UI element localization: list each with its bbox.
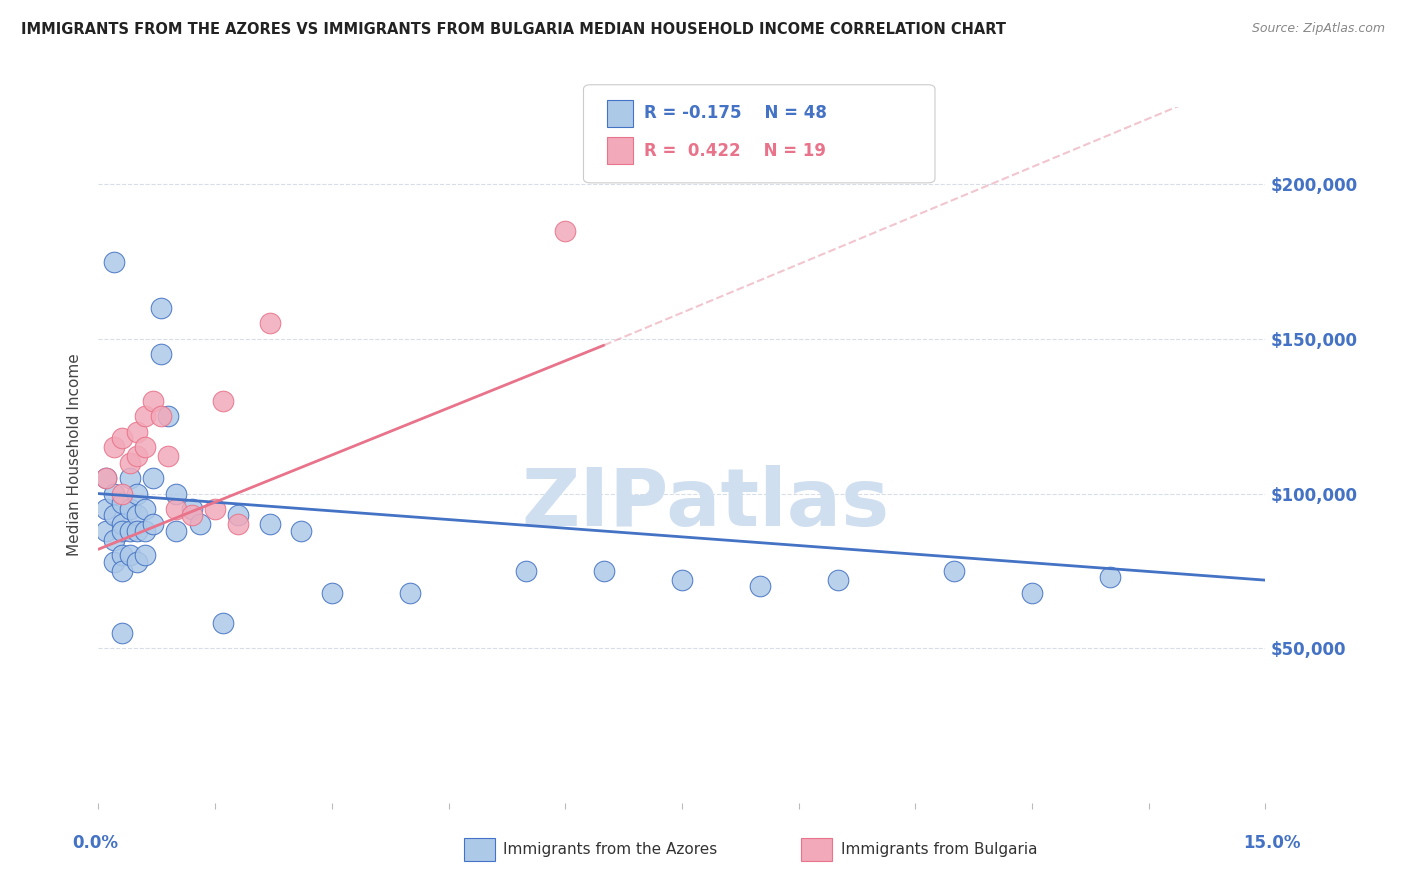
Text: ZIPatlas: ZIPatlas [522, 465, 890, 542]
Point [103, 508, 125, 523]
Point [111, 496, 134, 510]
Point [180, 508, 202, 523]
Point [103, 486, 125, 500]
Point [134, 502, 156, 516]
Point [259, 517, 281, 532]
Point [149, 301, 172, 315]
Point [188, 517, 211, 532]
Point [118, 471, 141, 485]
Point [134, 440, 156, 454]
Text: 15.0%: 15.0% [1244, 834, 1301, 852]
Point [127, 524, 149, 538]
Point [593, 564, 616, 578]
Point [134, 524, 156, 538]
Point [118, 524, 141, 538]
Point [96, 524, 118, 538]
Point [515, 564, 537, 578]
Point [142, 517, 165, 532]
Point [111, 549, 134, 563]
Point [165, 502, 187, 516]
Point [180, 502, 202, 516]
Text: R =  0.422    N = 19: R = 0.422 N = 19 [644, 142, 825, 160]
Point [111, 431, 134, 445]
Point [259, 317, 281, 331]
Point [149, 347, 172, 361]
Point [103, 555, 125, 569]
Point [103, 440, 125, 454]
Point [228, 517, 250, 532]
Point [1098, 570, 1121, 584]
Point [748, 579, 770, 593]
Point [1021, 585, 1043, 599]
Text: Source: ZipAtlas.com: Source: ZipAtlas.com [1251, 22, 1385, 36]
Point [118, 502, 141, 516]
Point [118, 456, 141, 470]
Y-axis label: Median Household Income: Median Household Income [67, 353, 83, 557]
Point [157, 409, 180, 424]
Text: R = -0.175    N = 48: R = -0.175 N = 48 [644, 104, 827, 122]
Point [165, 486, 187, 500]
Point [142, 471, 165, 485]
Point [118, 549, 141, 563]
Point [827, 573, 849, 587]
Point [127, 486, 149, 500]
Point [149, 409, 172, 424]
Point [212, 616, 235, 631]
Point [165, 524, 187, 538]
Point [111, 486, 134, 500]
Point [157, 450, 180, 464]
Point [321, 585, 343, 599]
Point [111, 564, 134, 578]
Point [103, 254, 125, 268]
Point [96, 502, 118, 516]
Point [134, 549, 156, 563]
Point [103, 533, 125, 547]
Point [96, 471, 118, 485]
Text: Immigrants from the Azores: Immigrants from the Azores [503, 842, 717, 856]
Text: IMMIGRANTS FROM THE AZORES VS IMMIGRANTS FROM BULGARIA MEDIAN HOUSEHOLD INCOME C: IMMIGRANTS FROM THE AZORES VS IMMIGRANTS… [21, 22, 1007, 37]
Text: 0.0%: 0.0% [73, 834, 118, 852]
Point [204, 502, 226, 516]
Point [554, 224, 576, 238]
Point [127, 425, 149, 439]
Point [228, 508, 250, 523]
Point [671, 573, 693, 587]
Point [111, 625, 134, 640]
Point [127, 555, 149, 569]
Point [96, 471, 118, 485]
Point [212, 393, 235, 408]
Point [127, 450, 149, 464]
Point [127, 508, 149, 523]
Text: Immigrants from Bulgaria: Immigrants from Bulgaria [841, 842, 1038, 856]
Point [142, 393, 165, 408]
Point [111, 524, 134, 538]
Point [134, 409, 156, 424]
Point [943, 564, 966, 578]
Point [290, 524, 312, 538]
Point [111, 517, 134, 532]
Point [398, 585, 420, 599]
